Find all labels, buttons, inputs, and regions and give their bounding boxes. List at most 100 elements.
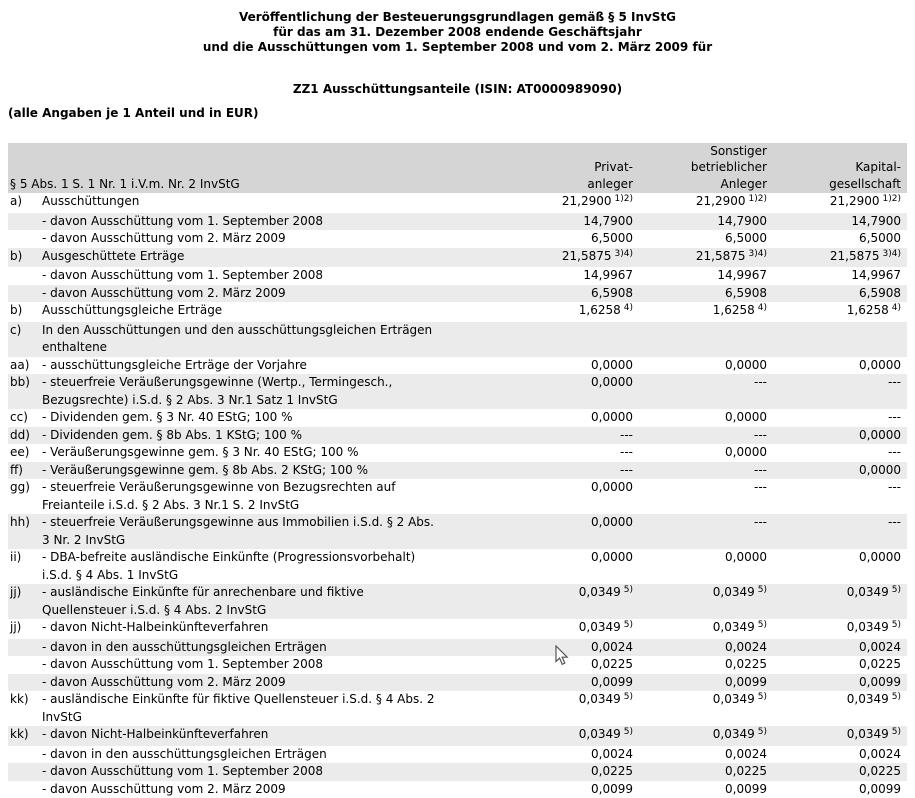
title-line-2: für das am 31. Dezember 2008 endende Ges… xyxy=(0,25,915,40)
row-description-line: Bezugsrechte) i.S.d. § 2 Abs. 3 Nr.1 Sat… xyxy=(42,392,505,410)
row-description-line: - davon in den ausschüttungsgleichen Ert… xyxy=(42,639,505,657)
row-description-line: - davon Nicht-Halbeinkünfteverfahren xyxy=(42,619,505,637)
row-value: --- xyxy=(505,462,639,480)
value-number: --- xyxy=(754,463,767,477)
value-number: --- xyxy=(754,515,767,529)
value-number: 6,5000 xyxy=(859,231,901,245)
table-row: dd)- Dividenden gem. § 8b Abs. 1 KStG; 1… xyxy=(8,427,907,445)
row-description: Ausschüttungen xyxy=(42,193,505,213)
table-row: ff)- Veräußerungsgewinne gem. § 8b Abs. … xyxy=(8,462,907,480)
row-label: ee) xyxy=(8,444,42,462)
row-value: 0,0000 xyxy=(505,549,639,584)
value-number: 0,0225 xyxy=(591,764,633,778)
table-row: - davon Ausschüttung vom 1. September 20… xyxy=(8,763,907,781)
row-label: kk) xyxy=(8,726,42,746)
footnote-marker: 4) xyxy=(892,303,901,313)
value-number: 1,6258 xyxy=(579,303,621,317)
row-value: 14,9967 xyxy=(639,267,773,285)
row-description: - davon in den ausschüttungsgleichen Ert… xyxy=(42,746,505,764)
row-description: - davon Ausschüttung vom 1. September 20… xyxy=(42,213,505,231)
value-number: 1,6258 xyxy=(713,303,755,317)
footnote-marker: 3)4) xyxy=(749,249,767,259)
row-description-line: Ausgeschüttete Erträge xyxy=(42,248,505,266)
value-number: 0,0349 xyxy=(713,585,755,599)
row-value: 0,0024 xyxy=(773,746,907,764)
row-description: - davon Ausschüttung vom 1. September 20… xyxy=(42,656,505,674)
row-description: In den Ausschüttungen und den ausschüttu… xyxy=(42,322,505,357)
row-value: 0,0000 xyxy=(505,357,639,375)
row-label: cc) xyxy=(8,409,42,427)
row-description: - davon Nicht-Halbeinkünfteverfahren xyxy=(42,726,505,746)
row-label xyxy=(8,267,42,285)
table-row: hh)- steuerfreie Veräußerungsgewinne aus… xyxy=(8,514,907,549)
footnote-marker: 5) xyxy=(892,727,901,737)
row-description: - davon Ausschüttung vom 2. März 2009 xyxy=(42,230,505,248)
value-number: 0,0000 xyxy=(859,550,901,564)
value-number: 0,0099 xyxy=(859,675,901,689)
row-label: ff) xyxy=(8,462,42,480)
value-number: 0,0349 xyxy=(579,620,621,634)
footnote-marker: 5) xyxy=(892,585,901,595)
value-number: --- xyxy=(888,515,901,529)
row-label xyxy=(8,763,42,781)
value-number: --- xyxy=(754,480,767,494)
column-header-line: anleger xyxy=(505,176,633,192)
table-row: - davon Ausschüttung vom 1. September 20… xyxy=(8,656,907,674)
row-description-line: - ausschüttungsgleiche Erträge der Vorja… xyxy=(42,357,505,375)
column-header-line: betrieblicher xyxy=(639,159,767,175)
value-number: --- xyxy=(620,463,633,477)
row-value: --- xyxy=(773,479,907,514)
row-value: 0,0024 xyxy=(505,639,639,657)
value-number: 0,0000 xyxy=(591,410,633,424)
value-number: 0,0349 xyxy=(847,727,889,741)
row-value: 0,0000 xyxy=(639,444,773,462)
value-number: 0,0024 xyxy=(725,747,767,761)
value-number: 0,0000 xyxy=(859,428,901,442)
row-value: 0,0000 xyxy=(773,427,907,445)
row-value: 0,0099 xyxy=(773,674,907,692)
column-header-privatanleger: Privat-anleger xyxy=(505,159,639,192)
row-label: bb) xyxy=(8,374,42,409)
footnote-marker: 1)2) xyxy=(883,194,901,204)
column-header-line: gesellschaft xyxy=(773,176,901,192)
row-description: - davon Ausschüttung vom 1. September 20… xyxy=(42,267,505,285)
value-number: 1,6258 xyxy=(847,303,889,317)
value-number: 0,0000 xyxy=(725,550,767,564)
document-title: Veröffentlichung der Besteuerungsgrundla… xyxy=(0,10,915,55)
row-description: - Dividenden gem. § 8b Abs. 1 KStG; 100 … xyxy=(42,427,505,445)
value-number: 0,0349 xyxy=(847,620,889,634)
row-label xyxy=(8,213,42,231)
value-number: 14,7900 xyxy=(583,214,633,228)
table-row: ee)- Veräußerungsgewinne gem. § 3 Nr. 40… xyxy=(8,444,907,462)
tax-basis-table: § 5 Abs. 1 S. 1 Nr. 1 i.V.m. Nr. 2 InvSt… xyxy=(8,143,907,798)
row-label: jj) xyxy=(8,584,42,619)
column-header-line: Anleger xyxy=(639,176,767,192)
row-description: - ausschüttungsgleiche Erträge der Vorja… xyxy=(42,357,505,375)
row-description-line: - Veräußerungsgewinne gem. § 8b Abs. 2 K… xyxy=(42,462,505,480)
value-number: 0,0000 xyxy=(591,515,633,529)
table-row: jj)- ausländische Einkünfte für anrechen… xyxy=(8,584,907,619)
row-value: 0,0099 xyxy=(639,781,773,798)
row-value: --- xyxy=(639,479,773,514)
value-number: 0,0099 xyxy=(725,782,767,796)
table-row: cc)- Dividenden gem. § 3 Nr. 40 EStG; 10… xyxy=(8,409,907,427)
value-number: 0,0024 xyxy=(725,640,767,654)
value-number: 0,0000 xyxy=(725,445,767,459)
row-value: 0,0024 xyxy=(639,639,773,657)
row-label xyxy=(8,781,42,798)
mouse-cursor xyxy=(555,645,569,666)
table-row: - davon Ausschüttung vom 1. September 20… xyxy=(8,213,907,231)
footnote-marker: 5) xyxy=(624,620,633,630)
